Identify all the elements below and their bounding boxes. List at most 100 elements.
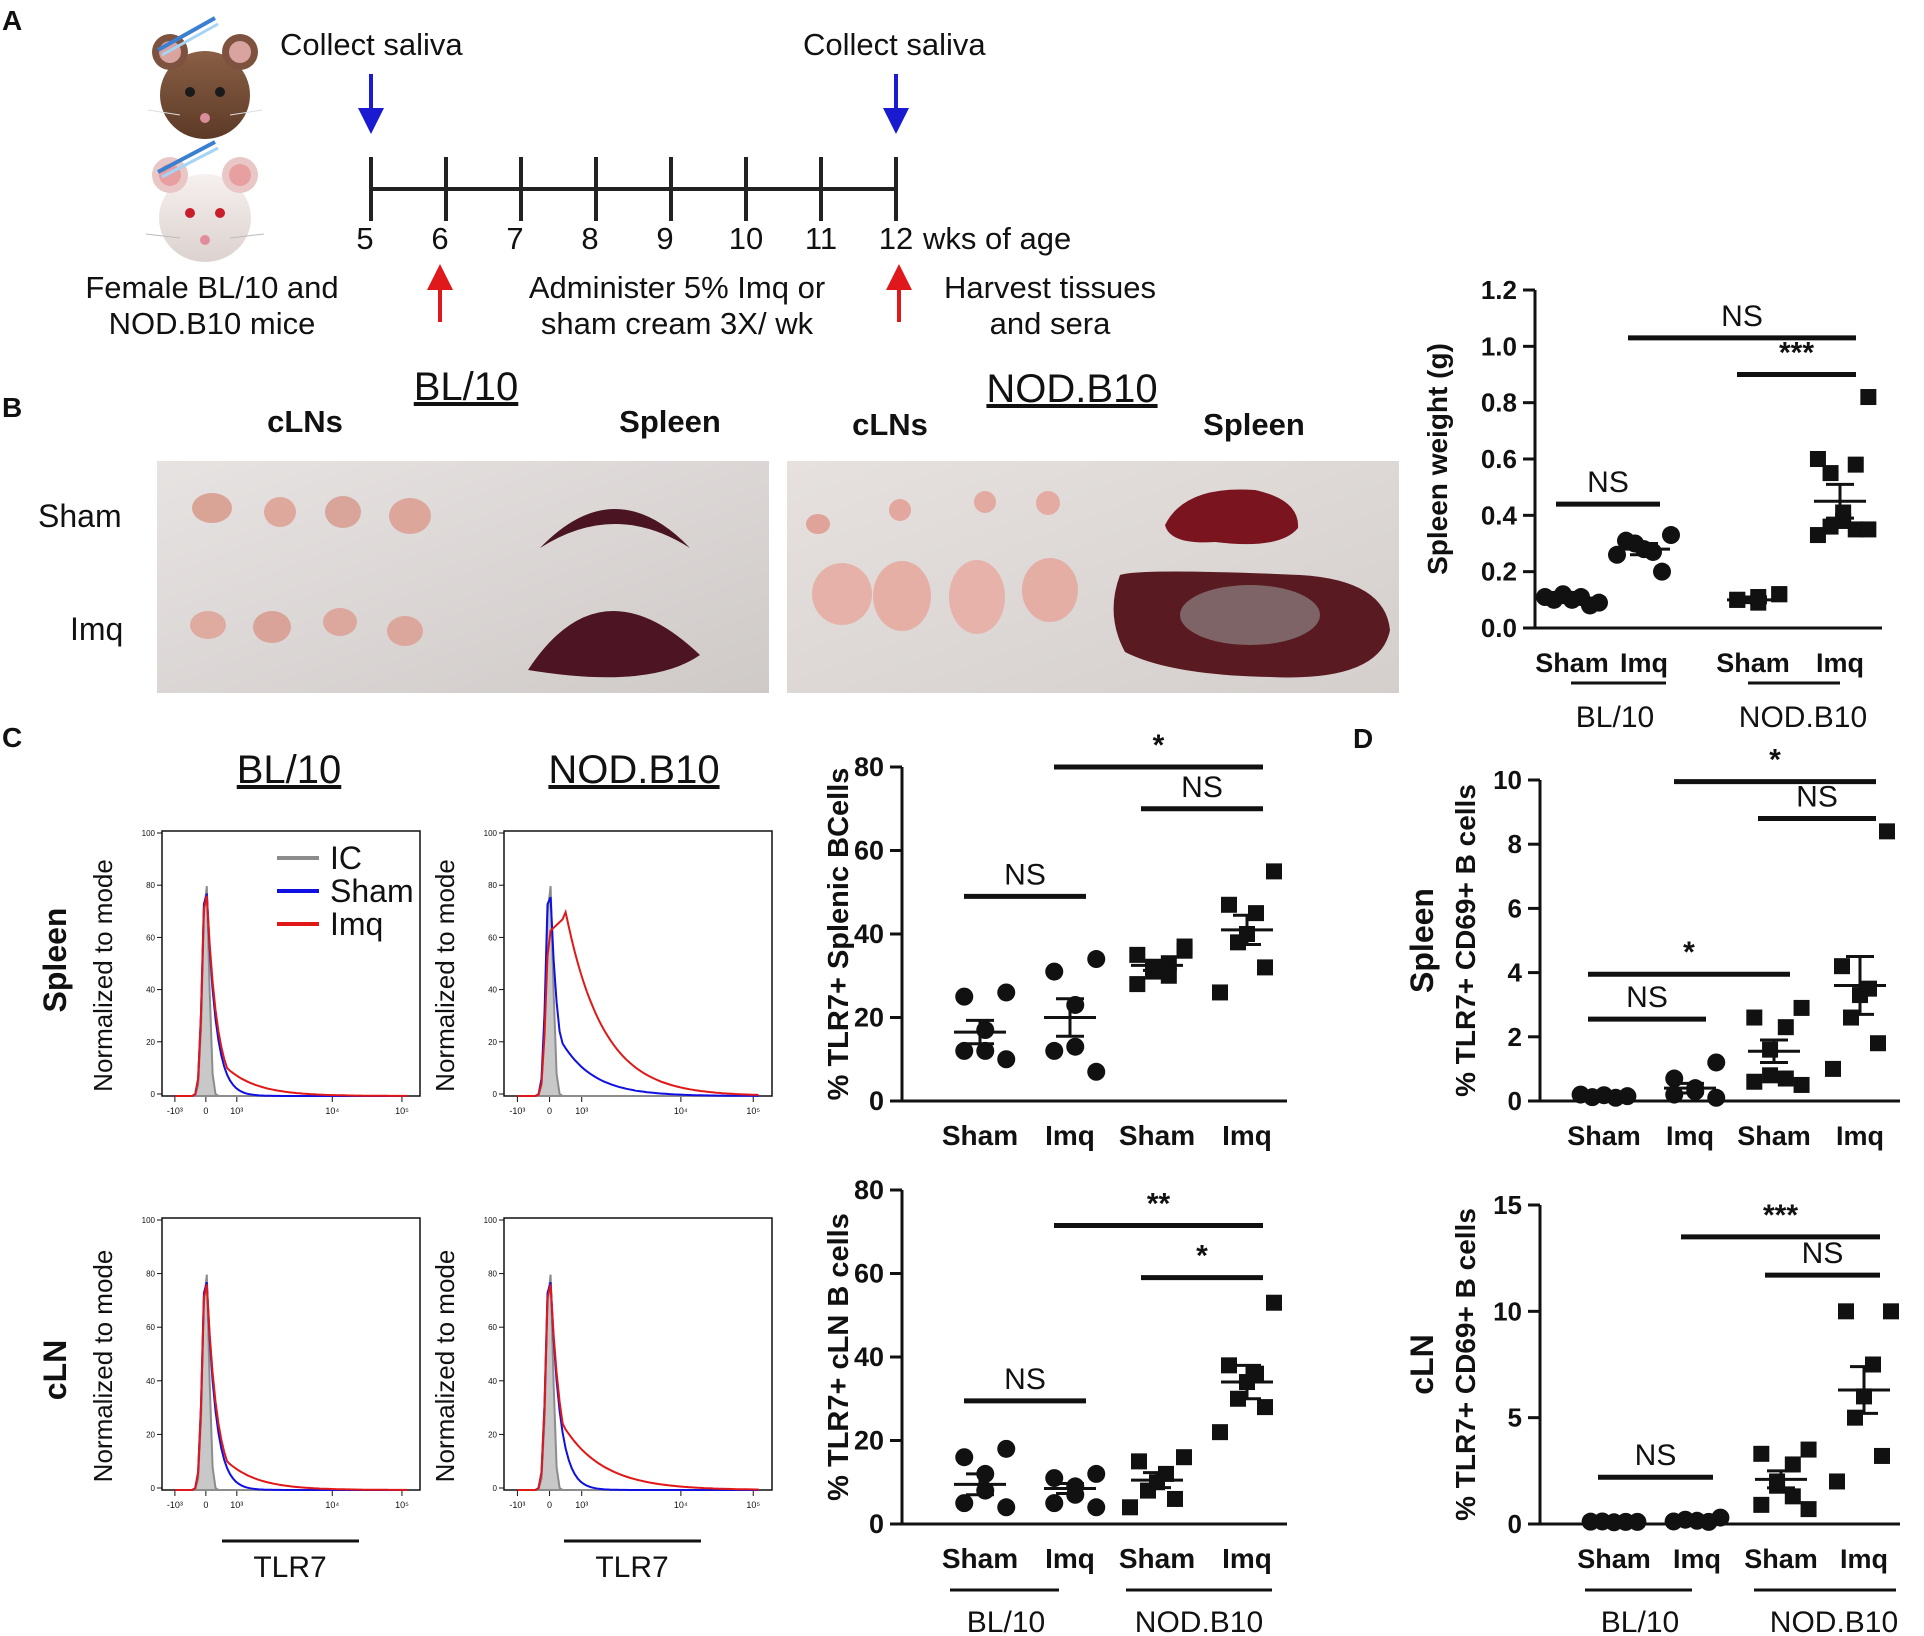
y-tick-label: 6 [1508,893,1522,923]
data-point-circle [1087,950,1106,969]
data-point-square [1834,958,1850,975]
x-tick-label: Sham [1119,1120,1195,1151]
histogram-y-tick-label: 100 [484,1216,498,1225]
y-tick-label: 80 [854,752,884,782]
administer-line2: sham cream 3X/ wk [541,306,814,341]
panel-label-b: B [2,392,22,423]
histogram-y-tick-label: 100 [142,1216,156,1225]
x-tick-label: Sham [1744,1544,1818,1574]
harvest-line2: and sera [990,306,1111,341]
photo-label-cln-bl10: cLNs [267,404,343,439]
data-point-square [1800,1441,1817,1458]
row-label: cLN [1404,1334,1440,1394]
x-tick-label: Sham [1716,648,1790,678]
histogram-y-tick-label: 20 [488,1038,497,1047]
y-tick-label: 40 [854,919,884,949]
histogram-x-tick-label: 10⁴ [674,1500,688,1510]
y-tick-label: 1.2 [1481,275,1517,305]
significance-label: NS [1796,781,1838,814]
data-point-square [1248,905,1264,922]
y-axis-label: % TLR7+ cLN B cells [823,1213,855,1501]
y-tick-label: 80 [854,1175,884,1205]
data-point-circle [997,983,1016,1002]
data-point-square [1212,1424,1228,1441]
significance-label: ** [1147,1187,1171,1220]
data-point-circle [1087,1498,1106,1517]
y-tick-label: 20 [854,1003,884,1033]
administer-line1: Administer 5% Imq or [529,270,825,305]
week-label: 8 [581,221,598,256]
significance-label: NS [1626,981,1668,1014]
histogram-imq-curve [517,908,759,1097]
cln-tlr7-group-labels: BL/10 NOD.B10 [950,1588,1272,1636]
significance-label: *** [1779,337,1814,370]
chart-spleen-tlr7: 0 20 40 60 80% TLR7+ Splenic BCells Sham Imq Sh… [823,729,1287,1151]
collect-saliva-left: Collect saliva [280,27,463,62]
week-label: 11 [805,221,837,256]
group-label-nod: NOD.B10 [1770,1606,1898,1636]
data-point-circle [955,1494,974,1513]
y-tick-label: 60 [854,1259,884,1289]
y-tick-label: 10 [1493,765,1522,795]
histogram-x-label: TLR7 [253,1551,326,1584]
data-point-square [1883,1303,1899,1320]
timeline-axis [369,157,898,221]
histogram-x-tick-label: 10⁵ [746,1500,760,1510]
data-point-square [1784,1456,1801,1473]
data-point-square [1257,959,1273,976]
data-point-circle [955,987,974,1006]
histogram-y-label: Normalized to mode [430,1250,460,1483]
group-label-bl10: BL/10 [1601,1606,1679,1636]
y-tick-label: 8 [1508,829,1522,859]
data-point-square [1771,586,1788,603]
y-tick-label: 0.0 [1481,613,1517,643]
significance-label: NS [1004,858,1046,891]
y-tick-label: 60 [854,836,884,866]
histogram-y-label: Normalized to mode [88,1250,118,1483]
data-point-circle [1045,1494,1064,1513]
data-point-circle [1707,1053,1726,1072]
data-point-square [1221,1357,1237,1374]
red-arrow-left [427,264,453,322]
chart-spleen-tlr7-cd69: 0 2 4 6 8 10 % TLR7+ CD69+ B cells Spleen Sham Im… [1404,744,1900,1151]
x-tick-label: Sham [1577,1544,1651,1574]
significance-label: NS [1004,1363,1046,1396]
data-point-square [1221,896,1237,913]
significance-label: * [1153,729,1165,762]
data-point-square [1122,1499,1138,1516]
histogram-y-tick-label: 40 [146,1377,155,1386]
histogram-y-label: Normalized to mode [88,859,118,1092]
histogram-y-tick-label: 0 [493,1090,498,1099]
histogram-x-tick-label: 10⁴ [325,1106,339,1116]
week-label: 10 [729,221,763,256]
significance-label: NS [1181,771,1223,804]
histogram-y-tick-label: 60 [146,933,155,942]
data-point-square [1879,823,1895,840]
data-point-square [1860,389,1877,406]
x-tick-label: Imq [1673,1544,1721,1574]
photo-title-nod: NOD.B10 [986,367,1157,411]
x-tick-label: Sham [942,1543,1018,1574]
histogram-y-tick-label: 20 [488,1430,497,1439]
y-axis-label: % TLR7+ Splenic BCells [823,768,855,1101]
significance-label: * [1196,1240,1208,1273]
data-point-square [1212,984,1228,1001]
x-tick-label: Sham [1535,648,1609,678]
legend-label: IC [330,840,362,876]
mice-description-line2: NOD.B10 mice [109,306,316,341]
histograms: 100 80 60 40 20 0 -10³ 0 10³ 10⁴ 10⁵ Normalized to … [88,829,773,1584]
y-tick-label: 0.8 [1481,388,1517,418]
x-tick-label: Sham [1737,1121,1811,1151]
histogram-x-tick-label: -10³ [167,1106,183,1116]
red-arrow-right [886,264,912,322]
data-point-circle [1087,1464,1106,1483]
photo-label-spleen-nod: Spleen [1203,407,1305,442]
histogram-y-tick-label: 40 [146,986,155,995]
data-point-square [1847,456,1864,473]
blue-arrow-right [883,74,909,134]
data-point-square [1762,1067,1779,1084]
y-tick-label: 10 [1493,1296,1522,1326]
data-point-circle [955,1041,974,1060]
histogram-x-tick-label: 10³ [575,1500,588,1510]
data-point-square [1822,465,1839,482]
